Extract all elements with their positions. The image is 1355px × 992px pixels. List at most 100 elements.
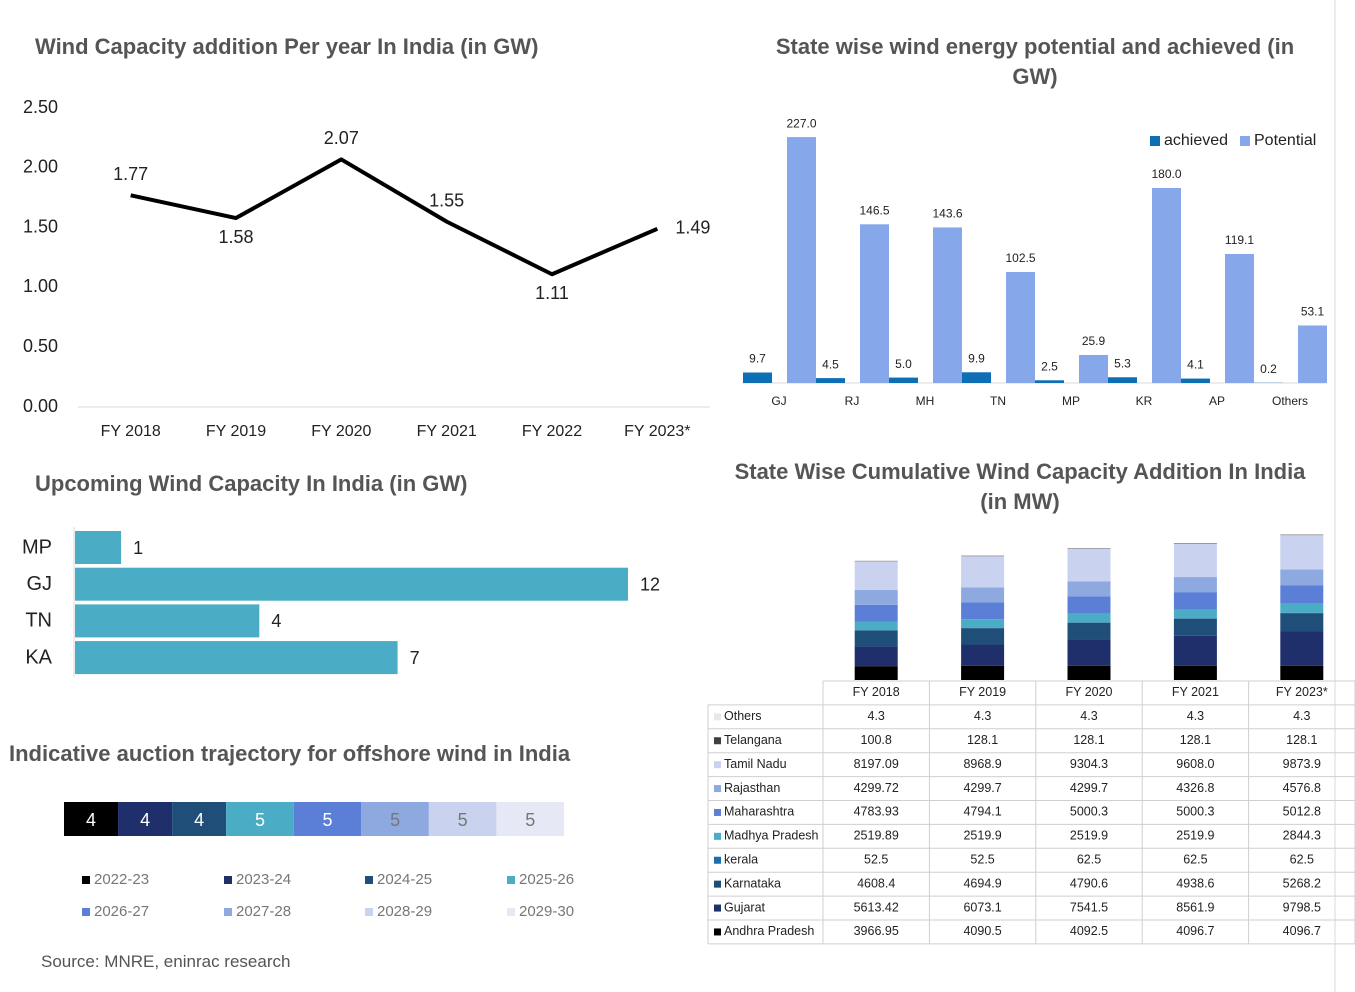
row-label: Tamil Nadu (724, 757, 787, 771)
legend-swatch (714, 808, 721, 816)
legend-swatch (1240, 136, 1250, 146)
row-label: Rajasthan (724, 781, 780, 795)
x-tick-label: FY 2023* (624, 423, 690, 440)
bar-segment (854, 646, 898, 667)
bar-segment (1173, 577, 1217, 593)
table-cell: 4326.8 (1176, 781, 1214, 795)
legend-label: 2022-23 (94, 871, 149, 888)
legend-swatch (714, 928, 721, 936)
legend-label: 2028-29 (377, 903, 432, 920)
table-cell: 4794.1 (963, 805, 1001, 819)
bar (1298, 325, 1327, 383)
table-cell: 7541.5 (1070, 900, 1108, 914)
bar-segment (854, 589, 898, 605)
y-tick-label: 1.00 (23, 276, 58, 296)
bar-segment (961, 628, 1005, 645)
segment-label: 4 (194, 810, 204, 830)
bar (1035, 380, 1064, 383)
bar-segment (428, 802, 497, 836)
bar (1225, 253, 1254, 383)
y-tick-label: 2.00 (23, 157, 58, 177)
legend-label: 2024-25 (377, 871, 432, 888)
table-cell: 4.3 (974, 709, 991, 723)
row-label: Gujarat (724, 900, 766, 914)
bar-segment (1173, 592, 1217, 610)
bar (787, 137, 816, 383)
table-cell: 128.1 (1073, 733, 1104, 747)
table-cell: 3966.95 (854, 924, 899, 938)
bar-segment (1067, 622, 1111, 640)
bar-segment (172, 802, 227, 836)
legend-swatch (507, 908, 515, 916)
bar-segment (1173, 635, 1217, 666)
table-cell: 2519.9 (1070, 829, 1108, 843)
data-label: 4.1 (1187, 358, 1204, 372)
chart-title: State Wise Cumulative Wind Capacity Addi… (734, 459, 1306, 514)
data-label: 1.55 (429, 190, 464, 210)
data-label: 1.11 (535, 283, 569, 303)
table-cell: 4299.7 (963, 781, 1001, 795)
bar (743, 372, 772, 383)
data-label: 53.1 (1301, 305, 1325, 319)
table-cell: 128.1 (1286, 733, 1317, 747)
bar-segment (961, 665, 1005, 680)
bar-segment (1067, 581, 1111, 597)
bar-segment (854, 604, 898, 622)
bar-segment (1280, 602, 1324, 613)
legend-swatch (714, 713, 721, 721)
legend-swatch (714, 832, 721, 840)
legend-label: 2027-28 (236, 903, 291, 920)
bar-segment (854, 621, 898, 631)
bar-segment (961, 619, 1005, 628)
legend-label: 2025-26 (519, 871, 574, 888)
row-label: kerala (724, 853, 758, 867)
data-label: 1.58 (218, 227, 253, 247)
table-cell: 62.5 (1183, 853, 1207, 867)
bar-segment (1173, 665, 1217, 680)
x-tick-label: KR (1136, 394, 1153, 408)
bar-segment (961, 587, 1005, 603)
legend-label: Potential (1254, 132, 1316, 149)
x-tick-label: FY 2022 (522, 423, 582, 440)
data-label: 1 (133, 538, 143, 558)
bar (75, 604, 260, 638)
table-cell: 52.5 (864, 853, 888, 867)
data-label: 119.1 (1225, 233, 1254, 247)
chart-title: Upcoming Wind Capacity In India (in GW) (35, 471, 468, 496)
bar-segment (854, 630, 898, 647)
legend-swatch (365, 876, 373, 884)
x-tick-label: AP (1209, 394, 1225, 408)
data-label: 2.07 (324, 128, 359, 148)
table-cell: 2844.3 (1283, 829, 1321, 843)
bar-segment (961, 602, 1005, 620)
y-tick-label: 0.00 (23, 396, 58, 416)
data-label: 1.49 (675, 218, 710, 238)
data-label: 25.9 (1082, 334, 1106, 348)
data-label: 0.2 (1260, 362, 1277, 376)
x-tick-label: RJ (845, 394, 860, 408)
bar (816, 378, 845, 383)
data-label: 4 (271, 611, 281, 631)
table-cell: 100.8 (861, 733, 892, 747)
y-tick-label: TN (25, 610, 52, 632)
table-cell: 9608.0 (1176, 757, 1214, 771)
bar-segment (1173, 543, 1217, 578)
y-tick-label: MP (22, 536, 52, 558)
x-tick-label: Others (1272, 394, 1308, 408)
bar-segment (361, 802, 429, 836)
bar-segment (118, 802, 173, 836)
legend-label: 2026-27 (94, 903, 149, 920)
x-tick-label: GJ (771, 394, 786, 408)
y-tick-label: 2.50 (23, 97, 58, 117)
table-cell: 62.5 (1290, 853, 1314, 867)
x-tick-label: TN (990, 394, 1006, 408)
table-cell: 4.3 (1187, 709, 1204, 723)
bar-segment (1067, 613, 1111, 623)
table-cell: 4694.9 (963, 876, 1001, 890)
data-label: 9.9 (968, 351, 985, 365)
table-cell: 9873.9 (1283, 757, 1321, 771)
bar-segment (1280, 665, 1324, 680)
segment-label: 4 (86, 810, 96, 830)
